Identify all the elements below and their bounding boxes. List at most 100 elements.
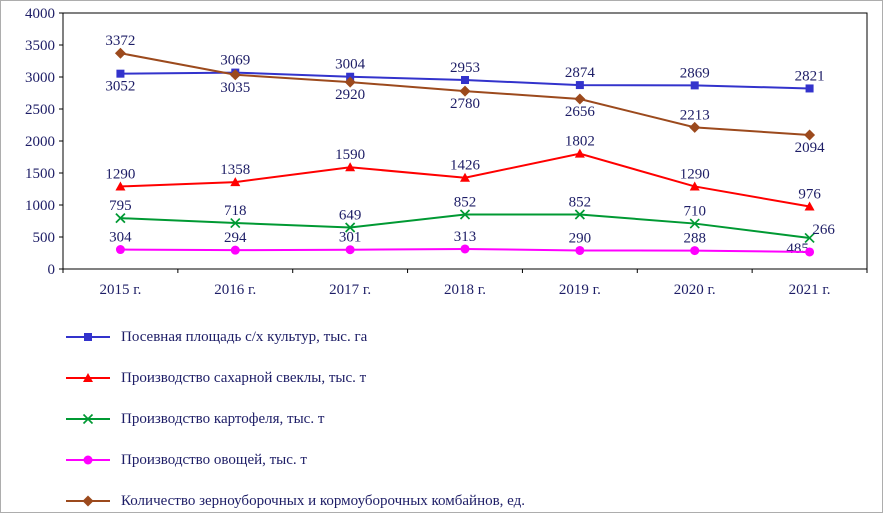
marker-diamond-icon	[114, 47, 126, 59]
data-label: 2821	[795, 68, 825, 84]
data-label: 649	[339, 207, 362, 223]
marker-circle-icon	[345, 245, 355, 255]
marker-diamond-icon	[689, 121, 701, 133]
marker-x-icon	[82, 413, 94, 425]
y-tick-label: 500	[33, 230, 56, 246]
marker-triangle-icon	[574, 148, 585, 158]
data-label: 2213	[680, 107, 710, 123]
marker-square-icon	[575, 81, 584, 90]
legend-item: Производство картофеля, тыс. т	[65, 411, 882, 427]
data-label: 290	[569, 230, 592, 246]
marker-x-icon	[574, 209, 585, 220]
data-label: 266	[812, 222, 835, 238]
marker-diamond-icon	[344, 76, 356, 88]
legend-marker-icon	[66, 495, 110, 507]
legend-item: Производство овощей, тыс. т	[65, 452, 882, 468]
legend-label: Производство овощей, тыс. т	[121, 452, 307, 468]
marker-circle-icon	[575, 245, 585, 255]
data-label: 3035	[220, 80, 250, 96]
data-label: 3004	[335, 57, 366, 73]
marker-triangle-icon	[115, 181, 126, 191]
legend-label: Количество зерноуборочных и кормоуборочн…	[121, 493, 526, 509]
y-tick-label: 0	[48, 262, 56, 278]
data-label: 485	[786, 241, 809, 257]
data-label: 3372	[105, 33, 135, 49]
legend-label: Производство сахарной свеклы, тыс. т	[121, 370, 367, 386]
data-label: 1358	[220, 162, 250, 178]
data-label: 288	[683, 231, 706, 247]
x-tick-label: 2015 г.	[99, 282, 141, 298]
x-tick-label: 2020 г.	[674, 282, 716, 298]
data-label: 710	[683, 204, 706, 220]
marker-diamond-icon	[82, 495, 94, 507]
marker-square-icon	[805, 84, 814, 93]
y-tick-label: 3000	[25, 70, 55, 86]
y-tick-label: 3500	[25, 38, 55, 54]
data-label: 795	[109, 198, 132, 214]
marker-triangle-icon	[345, 162, 356, 172]
legend-item: Количество зерноуборочных и кормоуборочн…	[65, 493, 882, 509]
data-label: 2874	[565, 65, 596, 81]
marker-diamond-icon	[804, 129, 816, 141]
marker-x-icon	[230, 217, 241, 229]
marker-circle-icon	[805, 247, 815, 257]
marker-circle-icon	[115, 245, 125, 255]
data-label: 1426	[450, 158, 481, 174]
chart-legend: Посевная площадь с/х культур, тыс. га Про…	[1, 306, 882, 509]
marker-x-icon	[459, 209, 471, 220]
legend-item: Посевная площадь с/х культур, тыс. га	[65, 329, 882, 345]
data-label: 852	[569, 194, 592, 210]
y-tick-label: 1000	[25, 198, 55, 214]
marker-x-icon	[115, 213, 126, 224]
y-tick-label: 1500	[25, 166, 55, 182]
data-label: 976	[798, 187, 821, 203]
data-label: 852	[454, 194, 477, 210]
data-label: 2920	[335, 87, 365, 103]
data-label: 718	[224, 203, 247, 219]
x-tick-label: 2021 г.	[789, 282, 831, 298]
marker-triangle-icon	[230, 177, 241, 187]
marker-triangle-icon	[689, 181, 700, 191]
marker-square-icon	[84, 333, 92, 341]
legend-item: Производство сахарной свеклы, тыс. т	[65, 370, 882, 386]
data-label: 2869	[680, 65, 710, 81]
data-label: 1802	[565, 134, 595, 150]
marker-square-icon	[690, 81, 699, 90]
legend-label: Посевная площадь с/х культур, тыс. га	[121, 329, 368, 345]
data-label: 3052	[105, 79, 135, 95]
marker-circle-icon	[83, 455, 93, 465]
data-label: 301	[339, 230, 362, 246]
legend-marker-icon	[66, 413, 110, 425]
data-label: 1290	[105, 166, 135, 182]
marker-x-icon	[689, 218, 700, 229]
line-chart: 0 500 1000 1500 2000 2500 3000 3500 4000 2015 г. 2…	[25, 6, 868, 298]
data-label: 2953	[450, 60, 480, 76]
marker-triangle-icon	[804, 201, 815, 211]
data-label: 313	[454, 229, 477, 245]
marker-square-icon	[461, 76, 469, 85]
marker-circle-icon	[460, 244, 470, 254]
data-label: 294	[224, 230, 247, 246]
marker-diamond-icon	[574, 93, 586, 105]
y-tick-label: 2000	[25, 134, 55, 150]
data-label: 1290	[680, 166, 710, 182]
marker-x-icon	[345, 222, 356, 233]
marker-x-icon	[804, 232, 815, 244]
x-tick-label: 2016 г.	[214, 282, 256, 298]
data-label: 1590	[335, 147, 365, 163]
marker-circle-icon	[690, 246, 700, 256]
data-label: 304	[109, 230, 132, 246]
plot-area	[62, 12, 868, 270]
marker-triangle-icon	[460, 172, 470, 182]
y-tick-label: 2500	[25, 102, 55, 118]
legend-label: Производство картофеля, тыс. т	[121, 411, 325, 427]
legend-marker-icon	[66, 333, 110, 341]
marker-diamond-icon	[229, 69, 241, 81]
marker-triangle-icon	[83, 373, 93, 382]
marker-circle-icon	[230, 245, 240, 255]
x-tick-label: 2018 г.	[444, 282, 486, 298]
data-label: 2094	[795, 140, 826, 156]
data-label: 3069	[220, 53, 250, 69]
marker-diamond-icon	[459, 85, 471, 97]
